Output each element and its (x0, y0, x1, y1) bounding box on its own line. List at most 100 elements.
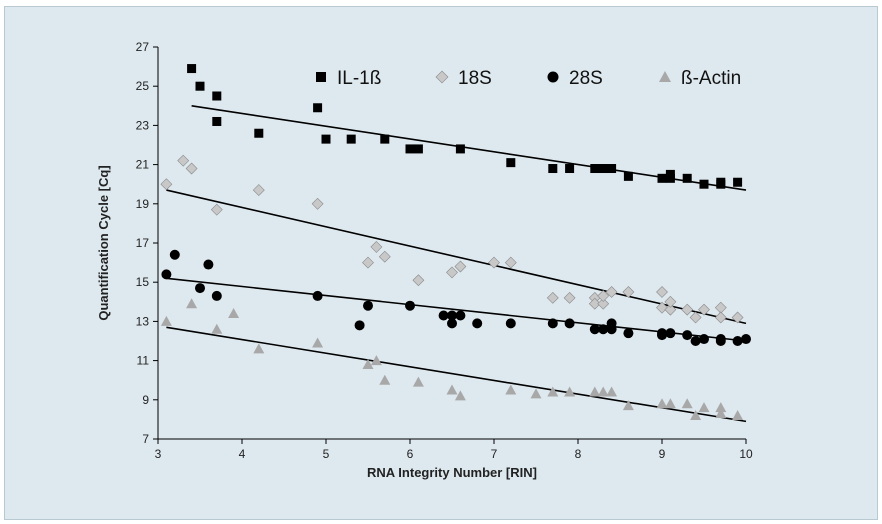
data-point-il-1 (598, 164, 608, 174)
y-axis-title: Quantification Cycle [Cq] (96, 165, 111, 320)
data-point-18s (370, 240, 383, 253)
data-point-28s (606, 318, 617, 329)
data-point-28s (690, 336, 701, 346)
data-point-18s (731, 311, 744, 324)
data-point-il-1 (321, 134, 331, 144)
data-point-28s (455, 310, 466, 321)
x-tick-label: 6 (407, 447, 414, 461)
data-point-actin (505, 384, 517, 395)
data-point-18s (622, 286, 635, 298)
data-point-28s (472, 318, 483, 329)
data-point-il-1 (380, 134, 390, 144)
data-point-il-1 (506, 158, 516, 168)
legend-marker-actin (659, 71, 671, 82)
data-point-il-1 (590, 164, 600, 174)
data-point-actin (564, 386, 576, 397)
x-tick-label: 3 (155, 447, 162, 461)
data-point-il-1 (254, 128, 264, 138)
data-point-18s (160, 178, 173, 191)
data-point-18s (714, 301, 727, 314)
data-point-18s (664, 295, 677, 308)
data-point-actin (606, 386, 618, 397)
data-point-il-1 (187, 64, 197, 74)
data-point-18s (656, 301, 668, 314)
data-point-actin (446, 384, 458, 395)
data-point-il-1 (716, 177, 726, 187)
legend: IL-1ß 18S 28S ß-Actin (316, 68, 741, 89)
data-point-actin (715, 402, 727, 413)
legend-label-18s: 18S (458, 68, 492, 89)
data-point-actin (186, 298, 198, 309)
data-point-il-1 (699, 179, 709, 189)
y-tick-label: 25 (136, 79, 150, 93)
legend-marker-28s (547, 71, 559, 83)
data-point-28s (699, 334, 709, 345)
y-ticks: 7 9 11 13 15 17 19 21 23 25 27 (136, 40, 158, 446)
data-point-28s (741, 334, 751, 345)
data-point-actin (370, 355, 382, 366)
data-point-il-1 (212, 116, 222, 126)
legend-marker-il-1 (316, 72, 326, 82)
data-point-28s (589, 324, 600, 335)
data-point-il-1 (623, 171, 633, 181)
y-tick-label: 9 (142, 393, 149, 407)
data-point-actin (253, 343, 265, 354)
data-point-18s (698, 303, 710, 316)
y-tick-label: 23 (136, 118, 150, 132)
data-point-18s (689, 311, 702, 324)
data-point-18s (664, 303, 677, 316)
trend-line-28s (166, 277, 747, 342)
data-point-actin (412, 376, 424, 387)
data-point-actin (228, 308, 240, 319)
trend-line-actin (166, 326, 747, 423)
legend-label-actin: ß-Actin (681, 68, 741, 89)
chart-panel: 3 4 5 6 7 8 9 10 7 9 11 13 15 17 19 21 23 25 27 IL-1ß 18S 2… (4, 6, 878, 520)
data-point-18s (656, 286, 668, 298)
legend-label-il-1: IL-1ß (337, 68, 381, 89)
legend-marker-18s (435, 70, 449, 84)
data-point-28s (564, 318, 575, 329)
data-point-18s (605, 286, 618, 298)
y-tick-label: 11 (137, 354, 150, 368)
y-tick-label: 13 (136, 314, 150, 328)
data-point-28s (598, 324, 609, 335)
data-point-actin (379, 374, 391, 385)
data-point-18s (454, 260, 467, 273)
y-tick-label: 7 (142, 432, 149, 446)
data-point-18s (597, 297, 610, 310)
data-point-il-1 (565, 164, 575, 174)
data-point-il-1 (682, 173, 692, 183)
data-point-28s (505, 318, 516, 329)
data-point-actin (715, 408, 727, 419)
data-point-28s (405, 300, 415, 311)
y-tick-label: 19 (136, 197, 150, 211)
x-tick-label: 4 (239, 447, 246, 461)
data-point-18s (681, 303, 694, 316)
data-point-actin (362, 359, 374, 370)
data-point-28s (195, 283, 205, 294)
data-point-il-1 (313, 103, 323, 113)
data-point-18s (252, 184, 265, 197)
x-tick-label: 8 (575, 447, 582, 461)
data-point-actin (698, 402, 710, 413)
x-ticks: 3 4 5 6 7 8 9 10 (155, 439, 753, 461)
data-point-18s (177, 154, 190, 167)
data-point-18s (563, 291, 576, 304)
data-point-28s (203, 259, 214, 270)
data-points (160, 64, 751, 420)
data-point-18s (378, 250, 391, 263)
data-point-28s (665, 328, 676, 339)
data-point-28s (447, 318, 457, 329)
legend-label-28s: 28S (569, 68, 603, 89)
data-point-actin (589, 386, 601, 397)
trend-line-il-1 (191, 105, 747, 191)
data-point-actin (622, 400, 634, 411)
data-point-18s (185, 162, 198, 175)
x-tick-label: 7 (491, 447, 498, 461)
data-point-28s (657, 330, 667, 341)
x-tick-label: 9 (659, 447, 666, 461)
data-point-18s (210, 203, 223, 216)
data-point-actin (656, 398, 668, 409)
data-point-actin (597, 386, 609, 397)
data-point-il-1 (346, 134, 356, 144)
